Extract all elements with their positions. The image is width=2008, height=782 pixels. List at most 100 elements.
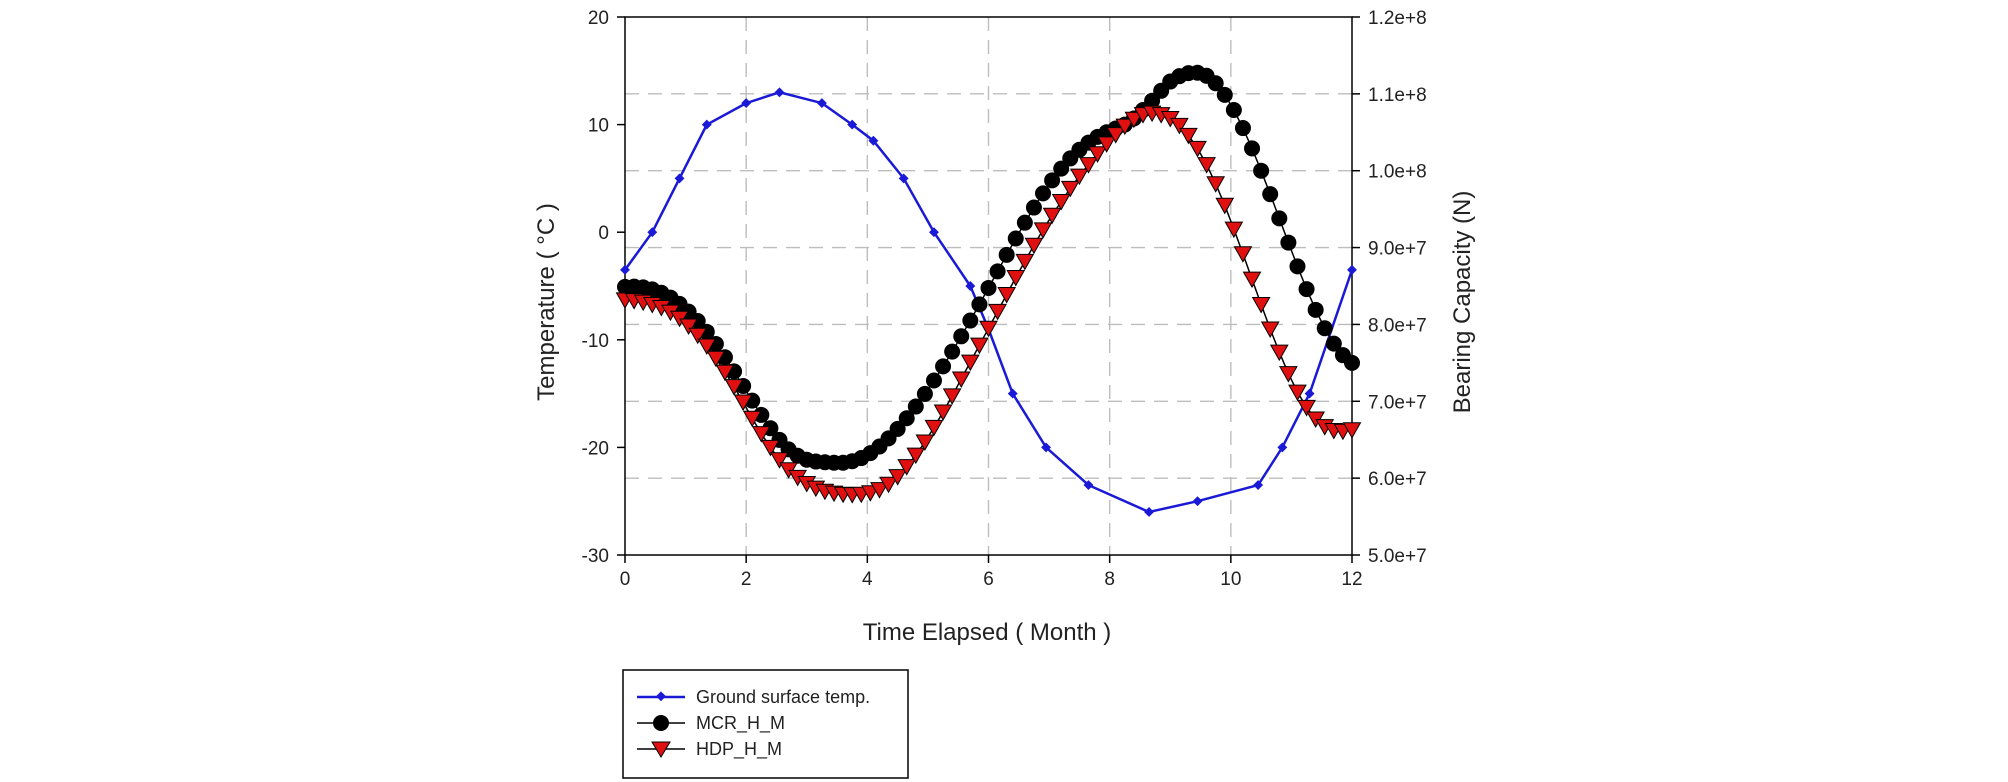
series-hdp [615,105,1362,504]
data-point-mcr [998,246,1015,263]
data-point-mcr [916,385,933,402]
data-point-hdp [1279,366,1298,383]
series-mcr [617,64,1360,471]
data-point-temp [741,98,752,109]
data-point-mcr [989,263,1006,280]
data-point-mcr [962,312,979,329]
data-point-hdp [724,379,744,396]
data-point-hdp [733,394,753,412]
data-point-hdp [1215,197,1235,215]
y2-tick-label: 1.1e+8 [1368,85,1427,106]
data-point-mcr [1225,101,1242,118]
data-point-mcr [1280,234,1297,251]
data-point-hdp [942,388,962,405]
data-point-hdp [1169,117,1189,135]
y-axis-title-right: Bearing Capacity (N) [1449,191,1476,414]
data-point-hdp [1188,140,1207,158]
data-point-temp [929,227,939,238]
legend-label-temp: Ground surface temp. [696,687,870,707]
data-point-temp [1277,442,1288,453]
data-point-temp [868,135,879,146]
data-point-hdp [1288,384,1307,402]
data-point-mcr [1216,86,1233,103]
x-tick-label: 12 [1341,569,1362,590]
y2-tick-label: 1.2e+8 [1368,8,1427,29]
data-point-hdp [960,354,980,372]
data-point-mcr [889,420,906,437]
data-point-mcr [1007,230,1024,247]
data-point-mcr [925,372,942,389]
data-point-hdp [1206,176,1226,193]
data-point-hdp [933,404,953,422]
data-point-hdp [1106,127,1126,144]
data-point-mcr [1325,335,1342,352]
data-point-mcr [935,358,952,375]
data-point-hdp [1224,221,1244,239]
data-point-temp [1304,388,1315,399]
data-point-hdp [742,410,762,428]
data-point-temp [1083,480,1094,491]
data-point-hdp [1251,296,1271,314]
data-point-hdp [870,482,889,499]
data-point-hdp [988,303,1007,321]
y-tick-label: 20 [588,8,609,29]
legend-item-hdp: HDP_H_M [637,739,782,760]
legend-item-mcr: MCR_H_M [637,713,785,734]
data-point-hdp [924,419,944,437]
data-point-temp [816,98,827,109]
data-point-hdp [1197,157,1216,174]
data-point-mcr [1298,281,1315,298]
y2-tick-label: 7.0e+7 [1368,392,1427,413]
data-point-mcr [1234,120,1251,137]
data-point-hdp [1006,270,1026,287]
data-point-temp [847,119,858,130]
data-point-mcr [1035,185,1052,202]
data-point-hdp [951,371,971,389]
data-point-hdp [906,447,926,465]
data-point-hdp [770,452,789,469]
data-point-mcr [1053,160,1070,177]
data-point-hdp [715,364,735,382]
data-point-mcr [907,398,924,415]
data-point-mcr [944,343,961,360]
data-point-hdp [1342,422,1362,439]
series-layer [615,64,1362,517]
data-point-hdp [997,286,1017,304]
y2-tick-label: 8.0e+7 [1368,315,1427,336]
data-point-mcr [1316,320,1333,337]
data-point-temp [1007,388,1018,399]
data-point-mcr [898,410,915,427]
data-point-hdp [1051,193,1071,211]
x-tick-label: 6 [983,569,994,590]
data-point-hdp [1124,111,1144,129]
x-tick-label: 0 [620,569,631,590]
data-point-hdp [1233,246,1253,263]
data-point-hdp [697,338,717,355]
data-point-hdp [879,476,898,494]
data-point-mcr [1344,354,1360,371]
y2-tick-label: 1.0e+8 [1368,162,1427,183]
data-point-hdp [1179,127,1198,145]
data-point-hdp [1115,118,1135,136]
data-point-mcr [971,296,988,313]
data-point-mcr [953,328,970,345]
data-point-mcr [1044,172,1061,189]
data-point-mcr [1307,301,1324,318]
data-point-temp [1192,496,1203,507]
legend-marker-temp [656,691,666,702]
data-point-temp [701,119,712,130]
data-point-mcr [1207,75,1224,92]
data-point-temp [1347,264,1357,275]
y-tick-label: -20 [582,438,609,459]
data-point-hdp [1042,207,1062,225]
legend-box [622,669,909,779]
x-tick-label: 10 [1220,569,1241,590]
data-point-temp [1144,507,1154,517]
data-point-hdp [1070,168,1089,186]
legend-label-mcr: MCR_H_M [696,713,785,734]
legend: Ground surface temp. MCR_H_M HDP_H_M [622,669,909,779]
y-tick-label: 10 [588,116,609,137]
y-axis-title-left: Temperature ( °C ) [533,203,560,401]
x-tick-label: 2 [741,569,752,590]
